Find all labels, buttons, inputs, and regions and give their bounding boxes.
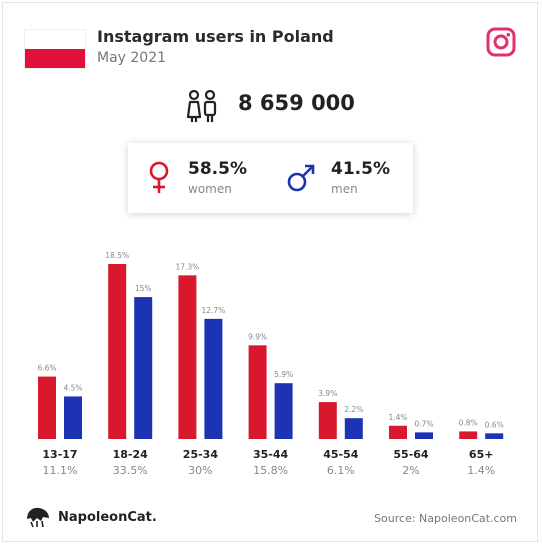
category-label-35-44: 35-44 — [253, 448, 289, 461]
women-label: women — [188, 182, 232, 196]
bar-25-34-series-1 — [178, 275, 197, 439]
data-label-55-64-series-1: 1.4% — [388, 413, 407, 422]
data-label-18-24-series-2: 15% — [135, 284, 152, 293]
users-icon — [186, 89, 217, 122]
bar-18-24-series-2 — [134, 297, 153, 439]
women-percentage: 58.5% — [188, 159, 247, 179]
gender-split-box: 58.5% women 41.5% men — [128, 143, 413, 213]
brand-name: NapoleonCat. — [58, 510, 157, 525]
data-label-18-24-series-1: 18.5% — [105, 251, 129, 260]
bar-18-24-series-1 — [108, 264, 127, 439]
category-total-65+: 1.4% — [467, 464, 495, 477]
men-percentage: 41.5% — [331, 159, 390, 179]
instagram-icon — [486, 27, 516, 57]
bar-55-64-series-1 — [389, 425, 407, 439]
category-label-25-34: 25-34 — [183, 448, 219, 461]
data-label-25-34-series-2: 12.7% — [201, 306, 225, 315]
total-users: 8 659 000 — [238, 91, 355, 115]
bar-35-44-series-2 — [274, 383, 293, 439]
data-label-25-34-series-1: 17.3% — [175, 262, 199, 271]
category-label-13-17: 13-17 — [42, 448, 77, 461]
category-label-65+: 65+ — [469, 448, 494, 461]
bar-65+-series-1 — [459, 431, 478, 439]
infographic-card — [2, 2, 538, 542]
data-label-35-44-series-1: 9.9% — [248, 332, 267, 341]
category-total-13-17: 11.1% — [43, 464, 78, 477]
female-icon — [149, 161, 169, 193]
bar-25-34-series-2 — [204, 318, 223, 439]
poland-flag — [25, 30, 85, 68]
data-label-45-54-series-1: 3.9% — [318, 389, 337, 398]
male-icon — [287, 164, 315, 192]
category-total-35-44: 15.8% — [253, 464, 288, 477]
page-subtitle: May 2021 — [97, 50, 167, 66]
source-credit: Source: NapoleonCat.com — [374, 512, 517, 525]
category-total-25-34: 30% — [188, 464, 212, 477]
bar-65+-series-2 — [485, 433, 504, 439]
category-total-18-24: 33.5% — [113, 464, 148, 477]
data-label-45-54-series-2: 2.2% — [344, 405, 363, 414]
bar-35-44-series-1 — [248, 345, 267, 439]
category-total-55-64: 2% — [402, 464, 419, 477]
data-label-65+-series-2: 0.6% — [485, 420, 504, 429]
data-label-55-64-series-2: 0.7% — [414, 419, 433, 428]
category-label-45-54: 45-54 — [323, 448, 359, 461]
napoleoncat-logo — [27, 507, 49, 528]
bar-13-17-series-2 — [64, 396, 82, 439]
bar-55-64-series-2 — [415, 432, 433, 439]
data-label-65+-series-1: 0.8% — [459, 418, 478, 427]
bar-13-17-series-1 — [38, 376, 56, 439]
bar-45-54-series-2 — [344, 418, 363, 439]
category-total-45-54: 6.1% — [327, 464, 355, 477]
category-label-55-64: 55-64 — [393, 448, 429, 461]
bar-45-54-series-1 — [318, 402, 337, 439]
data-label-13-17-series-2: 4.5% — [63, 383, 82, 392]
data-label-13-17-series-1: 6.6% — [37, 364, 56, 373]
page-title: Instagram users in Poland — [97, 27, 334, 46]
men-label: men — [331, 182, 358, 196]
data-label-35-44-series-2: 5.9% — [274, 370, 293, 379]
category-label-18-24: 18-24 — [113, 448, 149, 461]
age-distribution-chart: 6.6% 4.5% 13-17 11.1% 18.5% 15% 18-24 33.5% 17.3… — [37, 251, 504, 477]
